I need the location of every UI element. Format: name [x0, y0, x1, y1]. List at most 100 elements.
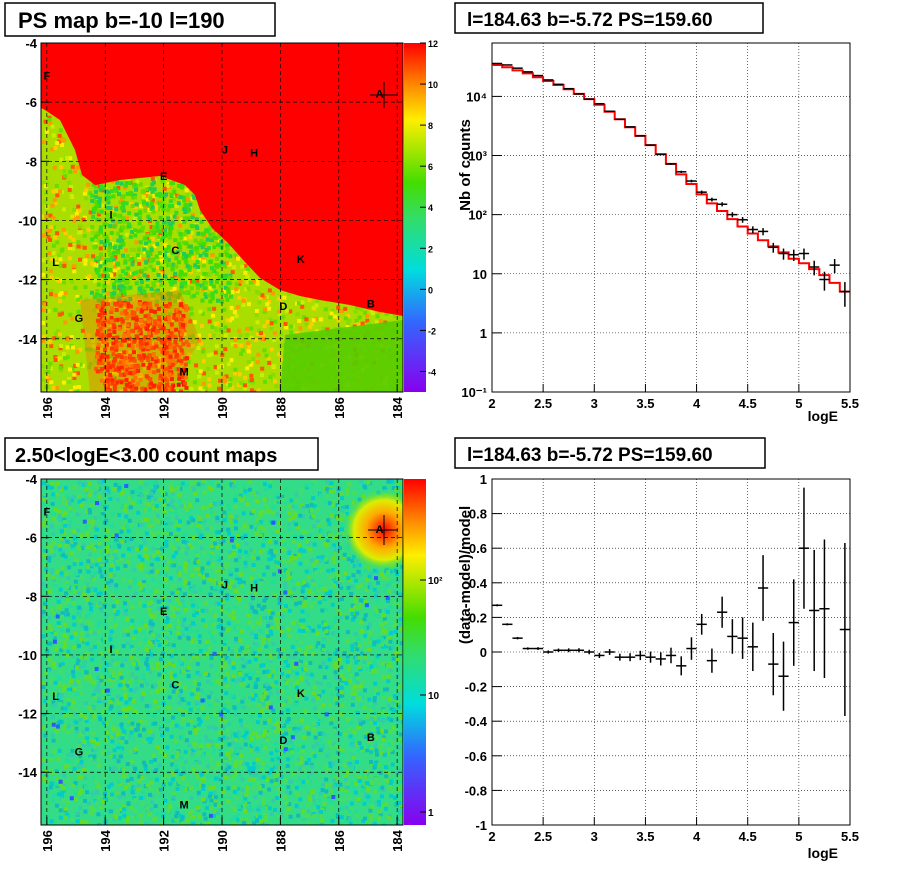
residual-y-tick: -1 [475, 818, 487, 833]
residual-xlabel: logE [808, 845, 838, 861]
x-tick-label: 190 [215, 397, 230, 419]
colorbar-tick-label: 8 [428, 121, 433, 131]
spectrum-y-tick: 10 [473, 267, 487, 282]
y-tick-label: -12 [18, 273, 37, 288]
residual-panel: l=184.63 b=-5.72 PS=159.60 2 2.5 3 3.5 4 4.5 5… [454, 437, 859, 861]
residual-x-tick: 4.5 [739, 829, 757, 844]
y-tick-label: -4 [25, 472, 37, 487]
residual-x-tick: 3.5 [636, 829, 654, 844]
source-label-c: C [171, 245, 179, 257]
count-map-colorbar [404, 479, 426, 825]
count-map-axes: -4 -6 -8 -10 -12 -14 196 194 192 190 188 186 184 [18, 472, 405, 852]
spectrum-x-tick: 2.5 [534, 396, 552, 411]
source-label-j: J [222, 144, 228, 156]
count-map-colorbar-ticks: 10² 10 1 [420, 576, 443, 819]
colorbar-tick-label: 10 [428, 80, 438, 90]
count-map-title: 2.50<logE<3.00 count maps [15, 445, 277, 467]
x-tick-label: 184 [390, 396, 405, 418]
ps-map-panel: PS map b=-10 l=190 -4 -6 -8 -10 -12 -14 196 194… [4, 2, 438, 419]
source-label-b: B [367, 732, 375, 744]
residual-y-tick: 1 [480, 472, 487, 487]
residual-x-tick: 2 [488, 829, 495, 844]
ps-map-source-labels: A B C D E F G H I J K L M [43, 71, 383, 379]
source-label-f: F [43, 506, 50, 518]
y-tick-label: -12 [18, 707, 37, 722]
spectrum-x-tick: 3 [591, 396, 598, 411]
spectrum-x-tick: 2 [488, 396, 495, 411]
residual-grid [491, 478, 851, 826]
residual-y-tick: 0.6 [469, 541, 487, 556]
source-label-e: E [160, 171, 167, 183]
source-a-marker-count [368, 515, 398, 545]
residual-data-points [492, 487, 850, 717]
source-label-g: G [75, 747, 84, 759]
spectrum-y-tick: 1 [480, 326, 487, 341]
source-label-a: A [376, 88, 384, 100]
colorbar-tick-label: 4 [428, 203, 433, 213]
residual-y-tick: -0.4 [465, 714, 488, 729]
y-tick-label: -10 [18, 213, 37, 228]
colorbar-tick-label: 2 [428, 244, 433, 254]
x-tick-label: 186 [332, 830, 347, 852]
spectrum-y-tick: 10³ [468, 149, 487, 164]
y-tick-label: -10 [18, 648, 37, 663]
spectrum-title: l=184.63 b=-5.72 PS=159.60 [467, 10, 713, 31]
spectrum-x-tick: 3.5 [636, 396, 654, 411]
spectrum-axes: 2 2.5 3 3.5 4 4.5 5 5.5 10⁻¹ 1 10 10² 10³ 10⁴ [461, 89, 859, 411]
residual-title-box [454, 437, 766, 469]
x-tick-label: 196 [40, 830, 55, 852]
source-label-d: D [279, 735, 287, 747]
spectrum-title-box [454, 2, 764, 34]
colorbar-tick-label: 6 [428, 162, 433, 172]
colorbar-tick-label: 10² [428, 576, 443, 587]
source-label-i: I [110, 210, 113, 222]
x-tick-label: 194 [98, 829, 113, 851]
spectrum-y-tick: 10² [468, 208, 487, 223]
ps-map-colorbar-ticks: 12 10 8 6 4 2 0 -2 -4 [420, 39, 438, 377]
colorbar-tick-label: -2 [428, 326, 436, 336]
source-label-m: M [179, 799, 188, 811]
ps-map-grid [41, 42, 403, 392]
x-tick-label: 194 [98, 396, 113, 418]
y-tick-label: -14 [18, 332, 38, 347]
y-tick-label: -14 [18, 765, 38, 780]
residual-y-tick: 0.8 [469, 507, 487, 522]
source-label-d: D [279, 301, 287, 313]
x-tick-label: 192 [157, 397, 172, 419]
y-tick-label: -4 [25, 36, 37, 51]
x-tick-label: 184 [390, 829, 405, 851]
source-label-f: F [43, 71, 50, 83]
source-label-l: L [52, 691, 59, 703]
residual-y-tick: -0.8 [465, 783, 487, 798]
spectrum-ylabel: Nb of counts [457, 119, 474, 211]
y-tick-label: -8 [25, 154, 37, 169]
colorbar-tick-label: -4 [428, 367, 436, 377]
colorbar-tick-label: 1 [428, 808, 434, 819]
spectrum-grid [491, 43, 851, 393]
source-label-g: G [75, 313, 84, 325]
residual-y-tick: -0.6 [465, 749, 487, 764]
residual-title: l=184.63 b=-5.72 PS=159.60 [467, 445, 713, 466]
residual-y-tick: 0.4 [469, 576, 488, 591]
spectrum-x-tick: 5.5 [841, 396, 859, 411]
ps-map-image [41, 43, 403, 392]
residual-x-tick: 5 [795, 829, 802, 844]
colorbar-tick-label: 0 [428, 285, 433, 295]
colorbar-tick-label: 10 [428, 691, 440, 702]
residual-x-tick: 3 [591, 829, 598, 844]
count-map-title-box [4, 437, 319, 471]
spectrum-x-tick: 4.5 [739, 396, 757, 411]
spectrum-y-tick: 10⁻¹ [461, 385, 487, 400]
source-label-j: J [222, 580, 228, 592]
x-tick-label: 188 [273, 397, 288, 419]
residual-ylabel: (data-model)/model [457, 506, 474, 644]
spectrum-x-tick: 5 [795, 396, 802, 411]
spectrum-panel: l=184.63 b=-5.72 PS=159.60 2 2.5 3 3.5 4 4.5 5… [454, 2, 859, 424]
source-label-i: I [110, 644, 113, 656]
residual-y-tick: -0.2 [465, 680, 487, 695]
spectrum-xlabel: logE [808, 408, 838, 424]
residual-y-tick: 0 [480, 645, 487, 660]
ps-map-title: PS map b=-10 l=190 [18, 8, 225, 33]
